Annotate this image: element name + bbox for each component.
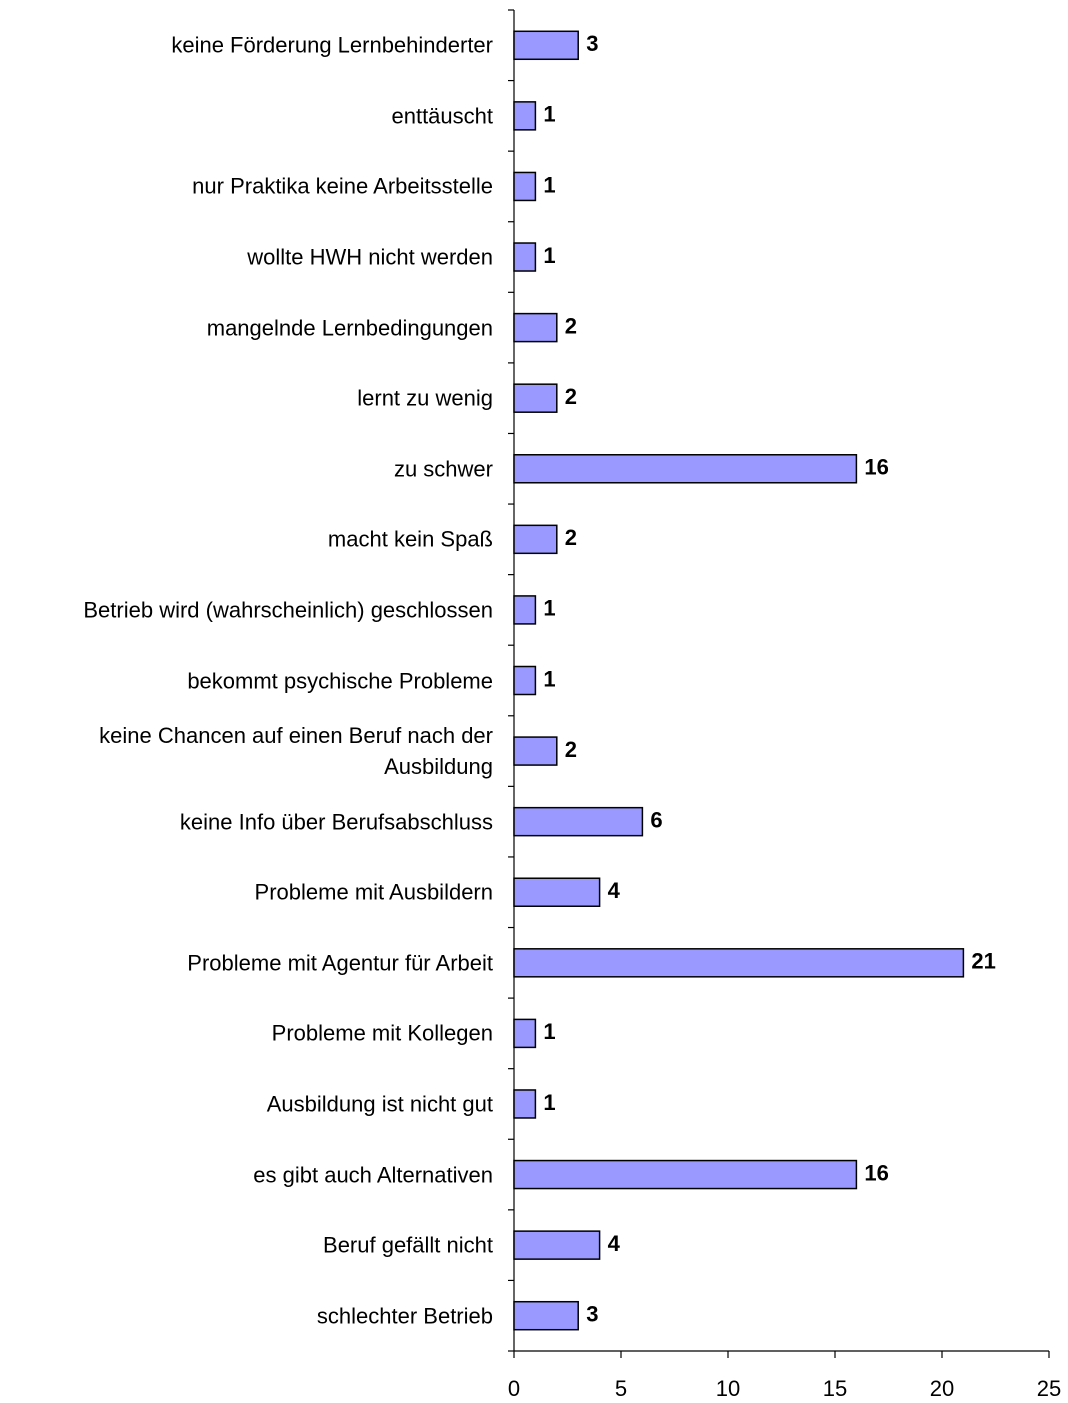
x-tick-label: 5 [615,1376,627,1401]
data-label: 16 [864,455,888,480]
category-label: keine Info über Berufsabschluss [179,809,493,835]
category-label: Probleme mit Kollegen [271,1020,493,1046]
bar [513,1089,537,1119]
bar [513,30,579,61]
bar [513,1018,537,1049]
data-label: 3 [586,31,598,56]
data-label: 6 [650,807,662,832]
bar [513,524,558,555]
bar [513,877,601,907]
data-label: 3 [586,1302,598,1327]
data-label: 4 [608,878,621,903]
category-label: keine Chancen auf einen Beruf nach der A… [99,723,493,780]
category-label: schlechter Betrieb [316,1303,493,1329]
data-label: 1 [543,172,555,197]
data-label: 4 [608,1231,621,1256]
category-label: macht kein Spaß [327,526,493,552]
bar [513,171,537,202]
data-label: 1 [543,596,555,621]
bar [513,242,537,272]
bar [513,948,965,978]
data-label: 21 [971,949,995,974]
category-label: es gibt auch Alternativen [253,1162,493,1188]
data-label: 2 [565,525,577,550]
bar [513,454,858,484]
bar [513,806,644,837]
bar [513,383,558,413]
data-label: 1 [543,1090,555,1115]
data-label: 16 [864,1160,888,1185]
data-label: 1 [543,666,555,691]
bar [513,101,537,131]
category-label: keine Förderung Lernbehinderter [171,32,493,58]
category-label: zu schwer [393,456,493,482]
category-label: Ausbildung ist nicht gut [266,1091,493,1117]
bar [513,736,558,766]
data-label: 2 [565,384,577,409]
bar [513,1159,858,1190]
category-label: wollte HWH nicht werden [247,244,493,270]
bar [513,1230,601,1260]
data-label: 1 [543,102,555,127]
category-label: Probleme mit Agentur für Arbeit [187,950,493,976]
bar [513,1300,579,1331]
category-label: Beruf gefällt nicht [323,1232,493,1258]
x-tick-label: 20 [930,1376,954,1401]
x-tick-label: 0 [508,1376,520,1401]
category-label: Probleme mit Ausbildern [254,879,493,905]
category-label: nur Praktika keine Arbeitsstelle [192,173,493,199]
bar [513,595,537,625]
bar [513,312,558,343]
data-label: 2 [565,313,577,338]
x-tick-label: 25 [1037,1376,1061,1401]
x-tick-label: 10 [716,1376,740,1401]
bar [513,665,537,696]
x-tick-label: 15 [823,1376,847,1401]
category-label: mangelnde Lernbedingungen [206,315,493,341]
data-label: 2 [565,737,577,762]
category-label: lernt zu wenig [357,385,493,411]
data-label: 1 [543,1019,555,1044]
category-label: enttäuscht [391,103,493,129]
category-label: Betrieb wird (wahrscheinlich) geschlosse… [83,597,493,623]
category-label: bekommt psychische Probleme [187,668,493,693]
data-label: 1 [543,243,555,268]
